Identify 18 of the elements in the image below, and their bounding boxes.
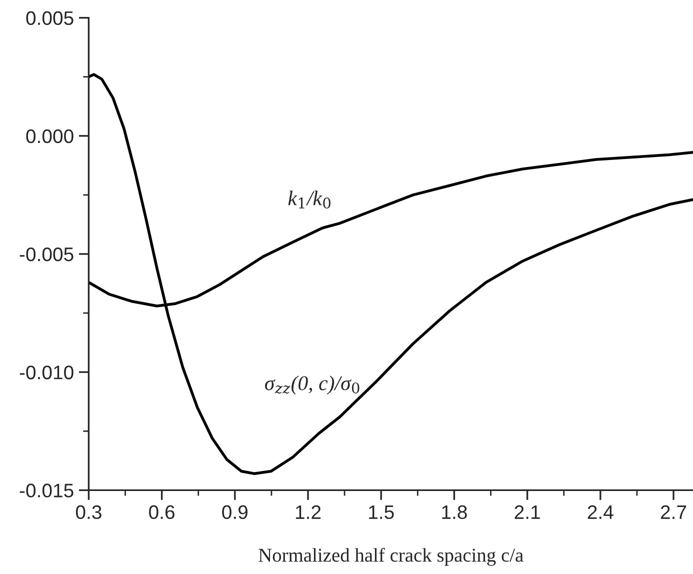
x-tick-label: 2.7 <box>660 505 686 519</box>
y-tick-label: 0.000 <box>26 129 74 144</box>
line-series <box>88 73 693 476</box>
x-tick-label: 0.9 <box>222 505 248 520</box>
y-tick-label: -0.010 <box>20 366 74 380</box>
series-label: σ$_{zz}$(0, c)/σ$_{0}$ <box>265 376 360 394</box>
y-tick-label: 0.005 <box>26 11 74 26</box>
series-label: k$_{1}$/k$_{0}$ <box>288 190 330 209</box>
x-tick-label: 2.1 <box>514 505 540 519</box>
x-axis-title: Normalized half crack spacing c/a <box>258 548 524 566</box>
x-tick-label: 1.2 <box>296 505 321 519</box>
x-tick-label: 1.8 <box>442 505 467 520</box>
x-tick-label: 0.3 <box>76 505 102 520</box>
y-tick-label: -0.015 <box>20 484 74 498</box>
y-tick-label: -0.005 <box>20 247 74 262</box>
x-tick-label: 1.5 <box>369 505 394 520</box>
x-tick-label: 2.4 <box>588 505 614 519</box>
x-tick-label: 0.6 <box>149 505 174 520</box>
